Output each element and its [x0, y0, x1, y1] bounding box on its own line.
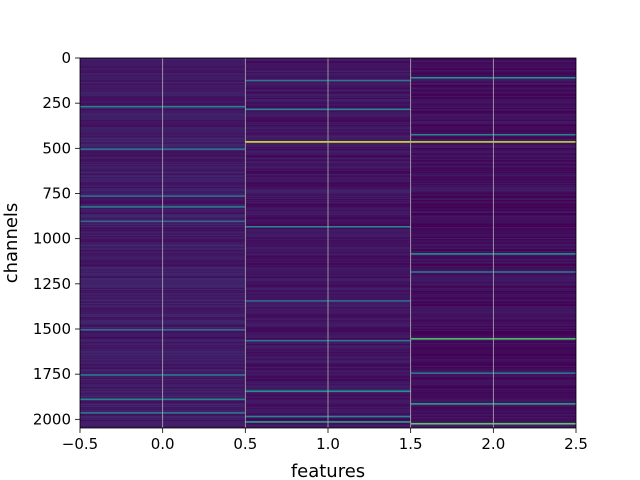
y-axis-label: channels: [1, 203, 22, 284]
y-tick-label: 750: [42, 184, 71, 202]
x-tick-label: 2.5: [564, 435, 588, 453]
y-tick-label: 1250: [33, 275, 71, 293]
y-tick-label: 500: [42, 139, 71, 157]
x-tick-label: 2.0: [481, 435, 505, 453]
x-axis-ticks: −0.5 0.0 0.5 1.0 1.5 2.0 2.5: [62, 428, 588, 453]
y-tick-label: 1000: [33, 230, 71, 248]
y-tick-label: 250: [42, 94, 71, 112]
x-tick-label: 0.5: [233, 435, 257, 453]
y-tick-label: 1750: [33, 365, 71, 383]
x-tick-label: −0.5: [62, 435, 98, 453]
x-tick-label: 1.0: [316, 435, 340, 453]
x-tick-label: 0.0: [151, 435, 175, 453]
x-axis-label: features: [291, 461, 365, 480]
y-tick-label: 2000: [33, 410, 71, 428]
gridlines: [162, 58, 494, 428]
y-tick-label: 1500: [33, 320, 71, 338]
y-tick-label: 0: [61, 49, 71, 67]
x-tick-label: 1.5: [399, 435, 423, 453]
y-axis-ticks: 0 250 500 750 1000 1250 1500 1750 2000: [33, 49, 80, 428]
